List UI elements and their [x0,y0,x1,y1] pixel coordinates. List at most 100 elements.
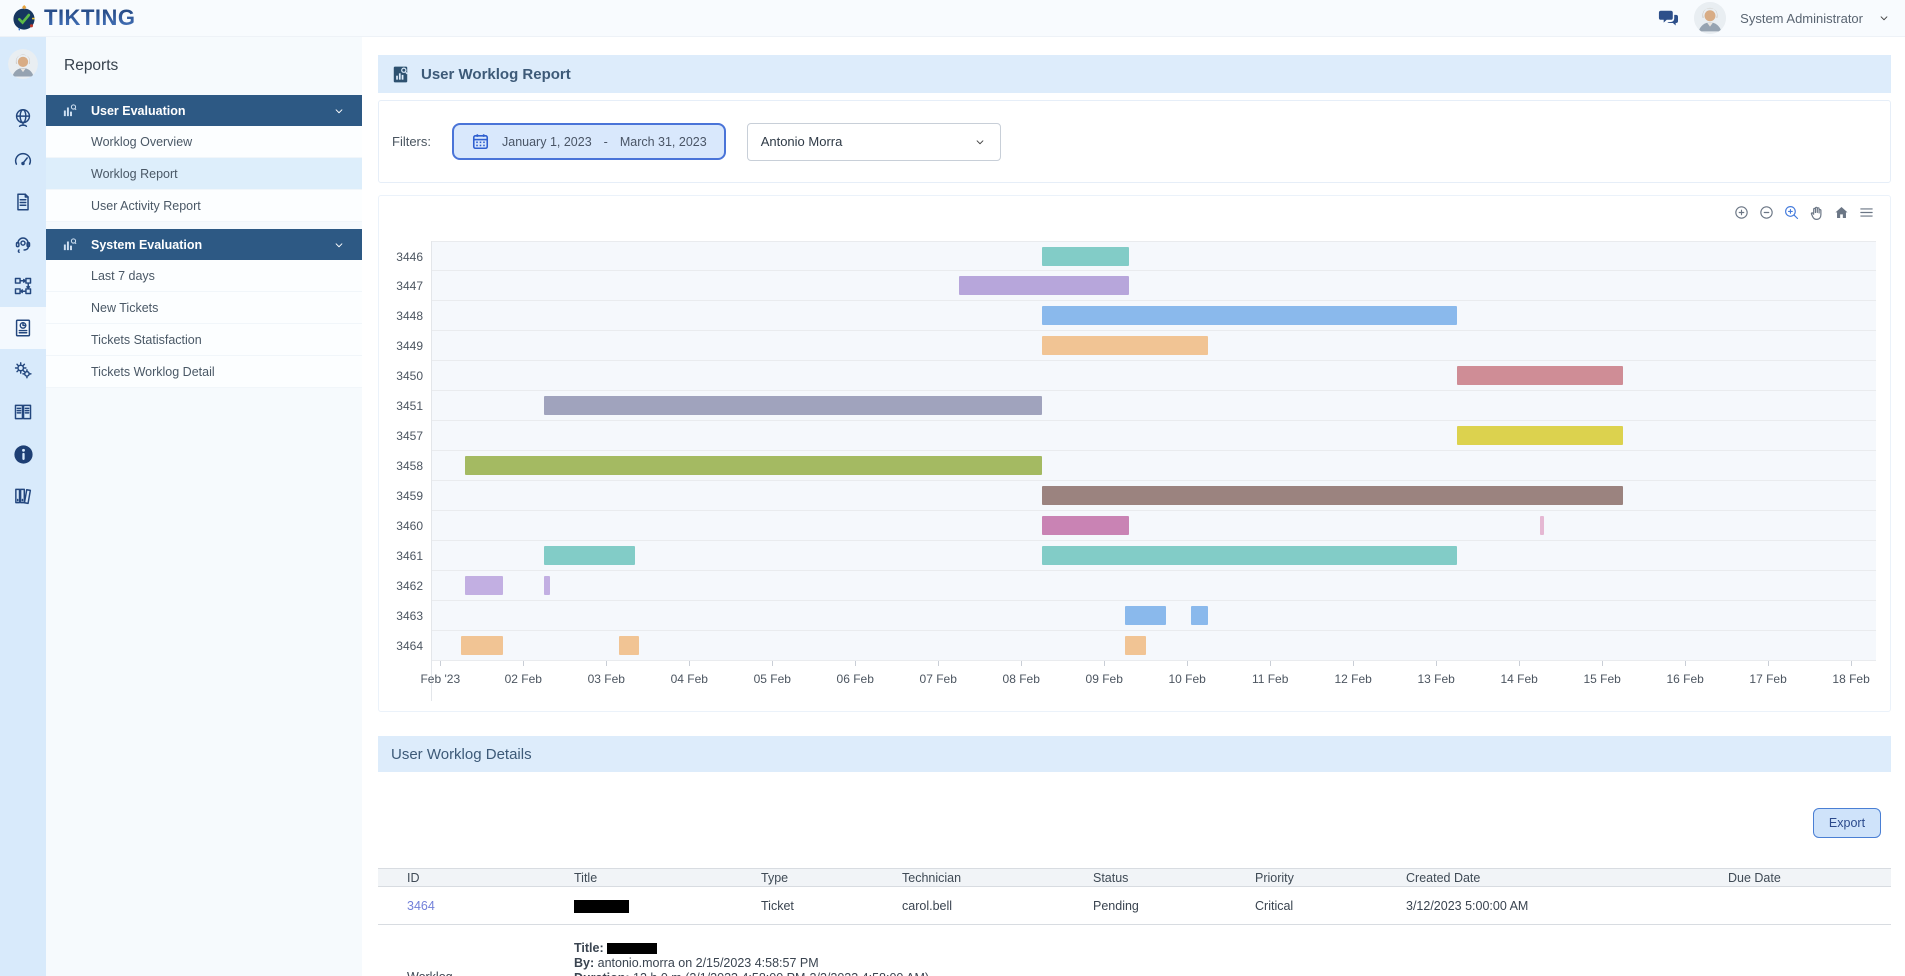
x-axis-tick-label: 18 Feb [1832,672,1870,686]
technician-dropdown[interactable]: Antonio Morra [746,122,1001,161]
page-header-band: User Worklog Report [378,55,1891,93]
gantt-bar-3458[interactable] [465,456,1042,475]
cell-technician: carol.bell [902,898,953,913]
gantt-bar-3446[interactable] [1041,247,1130,266]
gantt-bar-3464[interactable] [1124,636,1146,655]
x-axis-tick-label: 03 Feb [587,672,625,686]
gantt-plot: 3446 3447 3448 3449 3450 3451 3457 3458 3459 3460… [396,241,1876,701]
x-axis-tick [1353,661,1355,666]
gantt-bar-3463[interactable] [1191,606,1208,625]
sidebar-item-tickets-worklog-detail[interactable]: Tickets Worklog Detail [46,356,362,388]
gantt-row-3464: 3464 [396,631,1876,661]
rail-reports-icon[interactable] [0,307,46,349]
rail-gauge-icon[interactable] [0,139,46,181]
chat-icon[interactable] [1658,9,1680,27]
gantt-bar-3451[interactable] [544,396,1042,415]
gantt-bar-3461[interactable] [544,546,636,565]
user-avatar[interactable] [1694,2,1727,34]
gantt-bar-3448[interactable] [1041,306,1457,325]
modebar-box-zoom-icon[interactable] [1782,203,1801,222]
section-chart-icon [62,237,77,252]
sidebar-item-user-activity-report[interactable]: User Activity Report [46,190,362,222]
rail-helpdesk-icon[interactable] [0,223,46,265]
rail-info-icon[interactable] [0,433,46,475]
x-axis-tick-label: 12 Feb [1334,672,1372,686]
sidebar-item-worklog-overview[interactable]: Worklog Overview [46,126,362,158]
gantt-bar-3459[interactable] [1041,486,1623,505]
gantt-bar-3450[interactable] [1456,366,1623,385]
date-range-picker[interactable]: January 1, 2023 - March 31, 2023 [452,123,726,160]
column-header-status: Status [1093,870,1129,885]
worklog-subrow: Worklog Title: By: antonio.morra on 2/15… [378,925,1891,976]
dropdown-chevron-down-icon [973,135,987,149]
modebar-zoom-out-icon[interactable] [1757,203,1776,222]
section-label: User Evaluation [91,103,186,118]
modebar-zoom-in-icon[interactable] [1732,203,1751,222]
gantt-bar-3463[interactable] [1124,606,1167,625]
date-range-start: January 1, 2023 [502,134,592,149]
worklog-gantt-chart: 3446 3447 3448 3449 3450 3451 3457 3458 3459 3460… [378,195,1891,712]
rail-archive-icon[interactable] [0,475,46,517]
x-axis-tick [440,661,442,666]
section-label: System Evaluation [91,237,203,252]
gantt-bar-3447[interactable] [958,276,1130,295]
x-axis-tick-label: 08 Feb [1002,672,1040,686]
gantt-bar-3460[interactable] [1539,516,1545,535]
gantt-bar-3449[interactable] [1041,336,1208,355]
x-axis-tick-label: 11 Feb [1251,672,1289,686]
user-menu-label[interactable]: System Administrator [1740,10,1863,26]
sidebar-item-worklog-report[interactable]: Worklog Report [46,158,362,190]
sidebar-item-new-tickets[interactable]: New Tickets [46,292,362,324]
gantt-bar-3457[interactable] [1456,426,1623,445]
rail-user-avatar[interactable] [8,49,38,79]
rail-workflow-icon[interactable] [0,265,46,307]
x-axis-tick-label: 16 Feb [1666,672,1704,686]
user-menu-chevron-down-icon[interactable] [1877,11,1891,25]
page-title: User Worklog Report [421,65,571,83]
modebar-pan-icon[interactable] [1807,203,1826,222]
x-axis-tick [1851,661,1853,666]
rail-globe-icon[interactable] [0,97,46,139]
gantt-x-axis: Feb '23 02 Feb 03 Feb 04 Feb 05 Feb 06 Feb 07 … [420,661,1876,701]
x-axis-tick-label: 05 Feb [753,672,791,686]
x-axis-tick [1021,661,1023,666]
gantt-row-3460: 3460 [396,511,1876,541]
gantt-row-3449: 3449 [396,331,1876,361]
modebar-menu-icon[interactable] [1857,203,1876,222]
sidebar-section-user-evaluation[interactable]: User Evaluation [46,95,362,126]
column-header-technician: Technician [902,870,962,885]
section-chevron-down-icon [332,104,346,118]
sidebar-item-tickets-statisfaction[interactable]: Tickets Statisfaction [46,324,362,356]
x-axis-tick [689,661,691,666]
export-button[interactable]: Export [1813,808,1881,838]
sidebar-section-system-evaluation[interactable]: System Evaluation [46,229,362,260]
x-axis-tick [1104,661,1106,666]
gantt-bar-3464[interactable] [618,636,640,655]
date-range-separator: - [603,134,608,149]
rail-document-icon[interactable] [0,181,46,223]
section-chevron-down-icon [332,238,346,252]
modebar-reset-axes-icon[interactable] [1832,203,1851,222]
gantt-row-3447: 3447 [396,271,1876,301]
gantt-bar-3462[interactable] [465,576,503,595]
gantt-row-3459: 3459 [396,481,1876,511]
ticket-id-link[interactable]: 3464 [407,898,435,913]
column-header-title: Title [574,870,598,885]
gantt-bar-3462[interactable] [544,576,550,595]
filters-card: Filters: January 1, 2023 - March 31, 202… [378,100,1891,183]
rail-gears-icon[interactable] [0,349,46,391]
gantt-bar-3464[interactable] [461,636,503,655]
gantt-bar-3461[interactable] [1041,546,1457,565]
rail-book-icon[interactable] [0,391,46,433]
gantt-row-3451: 3451 [396,391,1876,421]
gantt-row-label: 3450 [396,369,423,383]
gantt-row-label: 3448 [396,309,423,323]
gantt-bar-3460[interactable] [1041,516,1130,535]
x-axis-tick-label: 17 Feb [1749,672,1787,686]
sidebar-item-last-7-days[interactable]: Last 7 days [46,260,362,292]
table-header-row: ID Title Type Technician Status Priority Creat… [378,868,1891,887]
gantt-row-label: 3460 [396,519,423,533]
sidebar-sections: User Evaluation Worklog Overview Worklog … [46,95,362,388]
app-logo[interactable]: TIKTING [10,4,136,32]
x-axis-tick-label: 02 Feb [504,672,542,686]
